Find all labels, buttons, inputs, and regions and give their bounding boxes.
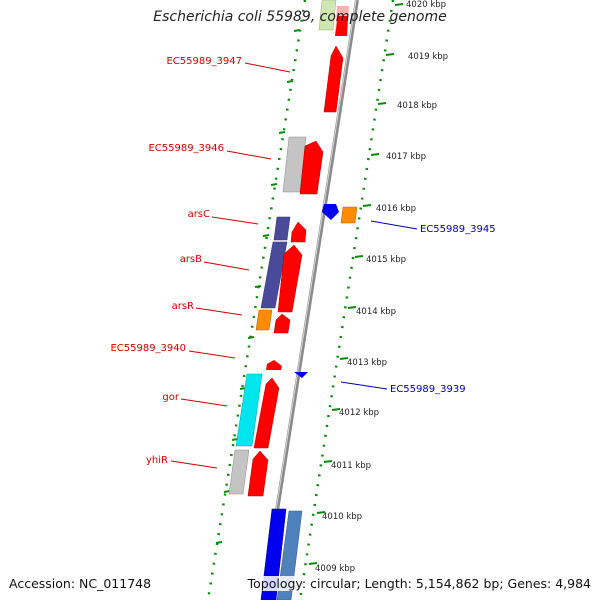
inner-guide-line [298, 0, 395, 600]
kbp-tick-label: 4014 kbp [356, 307, 396, 317]
kbp-tick-label: 4010 kbp [322, 512, 362, 522]
gene-feature-arsB[interactable] [260, 241, 288, 309]
kbp-tick: 4014 kbp [347, 306, 396, 317]
gene-features [228, 0, 358, 600]
gene-arrow-yhiR[interactable] [247, 450, 269, 497]
gene-feature-gor[interactable] [235, 373, 263, 447]
gene-feature-arsC[interactable] [273, 216, 291, 241]
gene-label[interactable]: gor [162, 392, 179, 403]
gene-feature-yhiR[interactable] [228, 449, 250, 495]
kbp-tick: 4020 kbp [394, 0, 446, 10]
gene-arrow-EC55989_3939[interactable] [294, 372, 308, 378]
kbp-tick: 4016 kbp [362, 204, 416, 214]
gene-arrow[interactable] [273, 313, 291, 334]
kbp-tick: 4019 kbp [385, 52, 448, 62]
gene-label[interactable]: EC55989_3945 [420, 224, 496, 235]
gene-arrow-gor[interactable] [253, 377, 280, 449]
kbp-tick-label: 4020 kbp [406, 0, 446, 10]
gene-feature-arsR[interactable] [255, 309, 273, 331]
kbp-tick: 4010 kbp [316, 511, 362, 522]
kbp-tick-label: 4015 kbp [366, 255, 406, 265]
gene-arrow-arsB[interactable] [277, 244, 303, 313]
kbp-tick-label: 4013 kbp [347, 358, 387, 368]
gene-arrow-EC55989_3940[interactable] [266, 360, 282, 370]
genome-backbone-highlight [261, 0, 357, 600]
topology-text: Topology: circular; Length: 5,154,862 bp… [247, 576, 591, 591]
gene-label[interactable]: yhiR [146, 455, 168, 466]
kbp-tick-label: 4016 kbp [376, 204, 416, 214]
kbp-tick: 4011 kbp [323, 460, 371, 471]
gene-arrow-EC55989_3946[interactable] [299, 140, 324, 195]
kbp-tick-label: 4009 kbp [315, 564, 355, 574]
kbp-tick-label: 4017 kbp [386, 152, 426, 162]
gene-label[interactable]: EC55989_3939 [390, 384, 466, 395]
kbp-tick: 4017 kbp [370, 152, 426, 162]
gene-label[interactable]: EC55989_3946 [148, 143, 224, 154]
kbp-tick-label: 4018 kbp [397, 101, 437, 111]
gene-label[interactable]: arsR [172, 301, 194, 312]
gene-arrow[interactable] [290, 221, 307, 243]
leader-lines [170, 62, 418, 469]
map-title: Escherichia coli 55989, complete genome [153, 9, 447, 25]
genome-backbone [261, 0, 359, 600]
kbp-tick-label: 4011 kbp [331, 461, 371, 471]
kbp-tick: 4018 kbp [377, 101, 437, 111]
kbp-tick: 4012 kbp [331, 408, 379, 418]
kbp-tick: 4009 kbp [308, 562, 355, 574]
kbp-tick-label: 4019 kbp [408, 52, 448, 62]
gene-feature [318, 0, 337, 31]
gene-labels: EC55989_3947 EC55989_3946 arsC arsB arsR… [110, 56, 495, 466]
gene-label[interactable]: arsB [180, 254, 202, 265]
outer-minor-ticks [215, 29, 301, 544]
kbp-tick: 4015 kbp [354, 255, 406, 265]
kbp-tick: 4013 kbp [339, 357, 387, 368]
map-band [210, 0, 392, 600]
gene-arrow-EC55989_3947[interactable] [323, 45, 344, 113]
kbp-tick-label: 4012 kbp [339, 408, 379, 418]
accession-text: Accession: NC_011748 [9, 576, 152, 591]
outer-guide-line [206, 0, 307, 600]
gene-label[interactable]: EC55989_3947 [166, 56, 242, 67]
gene-arrow [335, 16, 348, 36]
gene-label[interactable]: arsC [188, 209, 210, 220]
gene-arrow-EC55989_3945-blue[interactable] [322, 204, 339, 220]
gene-label[interactable]: EC55989_3940 [110, 343, 186, 354]
gene-feature-EC55989_3945-orange[interactable] [340, 206, 358, 224]
kbp-tick-group: 4020 kbp 4019 kbp 4018 kbp 4017 kbp 4016… [215, 0, 448, 574]
